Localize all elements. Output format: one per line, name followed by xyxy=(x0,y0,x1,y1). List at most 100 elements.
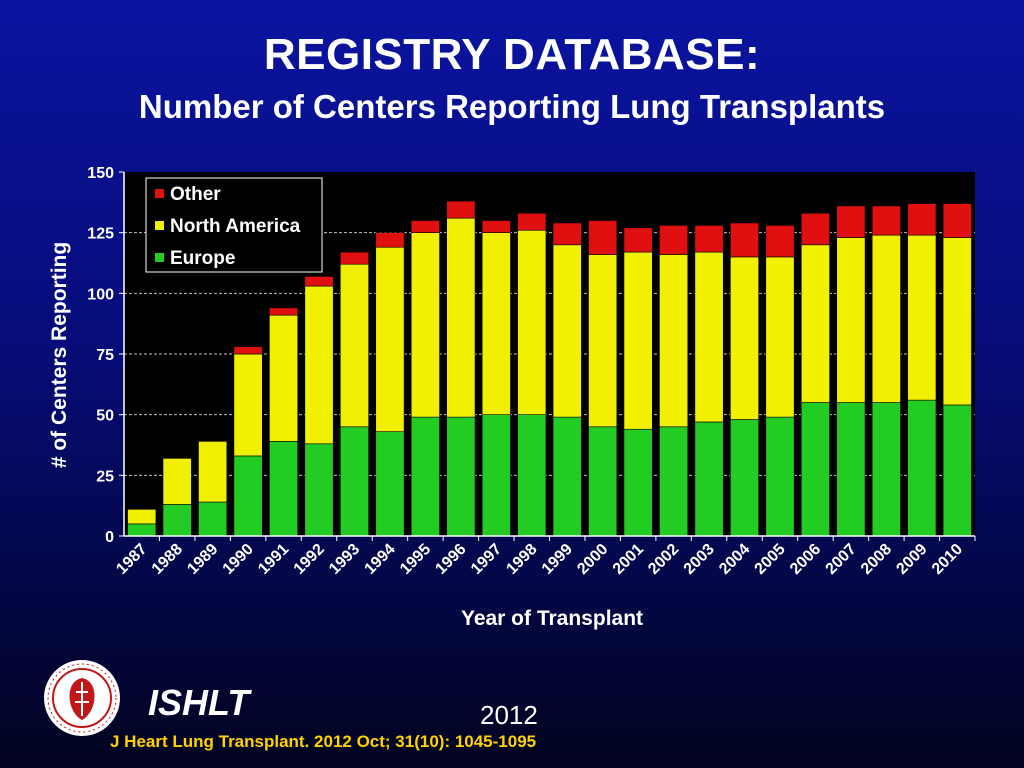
y-tick-label-75: 75 xyxy=(96,347,114,364)
y-tick-label-25: 25 xyxy=(96,468,114,485)
x-tick-label-2002: 2002 xyxy=(645,541,682,578)
bar-north-america-1999 xyxy=(552,244,582,418)
legend-box xyxy=(145,177,323,273)
x-tick-label-1992: 1992 xyxy=(291,541,328,578)
legend-label-europe: Europe xyxy=(170,248,235,269)
bar-other-2008 xyxy=(871,205,901,236)
y-tick-label-100: 100 xyxy=(87,286,114,303)
x-tick-label-2003: 2003 xyxy=(681,541,718,578)
bar-north-america-2008 xyxy=(871,234,901,403)
bar-other-1995 xyxy=(410,220,440,233)
bar-north-america-1995 xyxy=(410,232,440,418)
legend-swatch-other xyxy=(155,189,164,198)
bar-other-1996 xyxy=(446,200,476,219)
bar-europe-2003 xyxy=(694,421,724,537)
bar-other-2010 xyxy=(942,203,972,238)
bar-other-1992 xyxy=(304,276,334,287)
bar-europe-1999 xyxy=(552,416,582,537)
y-tick-label-125: 125 xyxy=(87,226,114,243)
bar-other-1993 xyxy=(339,251,369,265)
bar-other-1998 xyxy=(517,212,547,231)
ishlt-logo xyxy=(44,660,120,736)
y-tick-label-50: 50 xyxy=(96,408,114,425)
bar-other-1999 xyxy=(552,222,582,246)
bar-north-america-2009 xyxy=(907,234,937,401)
bar-north-america-1993 xyxy=(339,263,369,428)
citation: J Heart Lung Transplant. 2012 Oct; 31(10… xyxy=(110,732,537,751)
bar-north-america-2000 xyxy=(588,254,618,428)
bar-north-america-1988 xyxy=(162,458,192,505)
x-tick-label-1988: 1988 xyxy=(149,541,186,578)
legend-swatch-europe xyxy=(155,253,164,262)
bar-other-1997 xyxy=(481,220,511,233)
x-tick-label-2001: 2001 xyxy=(610,541,647,578)
bar-other-1990 xyxy=(233,346,263,355)
bar-europe-2008 xyxy=(871,402,901,537)
bar-europe-2002 xyxy=(659,426,689,537)
slide-subtitle: Number of Centers Reporting Lung Transpl… xyxy=(138,88,886,125)
bar-north-america-1990 xyxy=(233,353,263,457)
bar-europe-1989 xyxy=(198,501,228,537)
y-tick-label-0: 0 xyxy=(105,529,114,546)
bar-north-america-1998 xyxy=(517,229,547,415)
x-tick-label-1989: 1989 xyxy=(184,541,221,578)
x-tick-label-1990: 1990 xyxy=(220,541,257,578)
legend-label-north-america: North America xyxy=(170,216,301,237)
bar-europe-2005 xyxy=(765,416,795,537)
bar-europe-1992 xyxy=(304,443,334,537)
x-tick-label-1995: 1995 xyxy=(397,541,434,578)
x-tick-label-1993: 1993 xyxy=(326,541,363,578)
bar-europe-1994 xyxy=(375,431,405,537)
bar-north-america-1989 xyxy=(198,441,228,503)
y-tick-label-150: 150 xyxy=(87,165,114,182)
bar-europe-2010 xyxy=(942,404,972,537)
bar-other-2000 xyxy=(588,220,618,255)
bar-other-2003 xyxy=(694,225,724,253)
x-tick-label-2007: 2007 xyxy=(823,541,860,578)
bar-europe-1995 xyxy=(410,416,440,537)
bar-north-america-1994 xyxy=(375,246,405,432)
x-tick-label-1994: 1994 xyxy=(362,541,399,578)
bar-other-2004 xyxy=(730,222,760,258)
bar-europe-2004 xyxy=(730,419,760,537)
x-tick-label-2006: 2006 xyxy=(787,541,824,578)
bar-europe-2006 xyxy=(800,402,830,537)
legend: Other North America Europe xyxy=(145,177,323,273)
y-tick-labels: 0 25 50 75 100 125 150 xyxy=(87,165,114,546)
bar-other-2006 xyxy=(800,212,830,246)
x-tick-label-2004: 2004 xyxy=(716,541,753,578)
bar-europe-2000 xyxy=(588,426,618,537)
x-tick-label-1997: 1997 xyxy=(468,541,505,578)
bar-north-america-2007 xyxy=(836,237,866,403)
x-tick-label-1991: 1991 xyxy=(255,541,292,578)
slide-title: REGISTRY DATABASE: xyxy=(263,30,761,79)
axes xyxy=(119,171,976,541)
stacked-bar-chart: 0 25 50 75 100 125 150 19871988198919901991199… xyxy=(87,165,976,578)
bar-other-2007 xyxy=(836,205,866,238)
bars xyxy=(127,200,972,537)
bar-other-2002 xyxy=(659,225,689,255)
bar-north-america-2005 xyxy=(765,256,795,418)
x-tick-label-1998: 1998 xyxy=(503,541,540,578)
x-tick-label-2008: 2008 xyxy=(858,541,895,578)
bar-other-1991 xyxy=(269,307,299,316)
x-tick-label-1996: 1996 xyxy=(432,541,469,578)
bar-north-america-1996 xyxy=(446,217,476,418)
bar-other-2009 xyxy=(907,203,937,236)
legend-swatch-north-america xyxy=(155,221,164,230)
bar-north-america-2006 xyxy=(800,244,830,403)
legend-label-other: Other xyxy=(170,184,221,205)
bar-north-america-1992 xyxy=(304,285,334,445)
bar-north-america-2001 xyxy=(623,251,653,430)
x-tick-label-1999: 1999 xyxy=(539,541,576,578)
bar-europe-1998 xyxy=(517,414,547,537)
bar-north-america-2010 xyxy=(942,237,972,406)
bar-other-2001 xyxy=(623,227,653,253)
bar-other-1994 xyxy=(375,232,405,248)
bar-north-america-2002 xyxy=(659,254,689,428)
bar-other-2005 xyxy=(765,225,795,258)
bar-europe-1990 xyxy=(233,455,263,537)
bar-europe-1988 xyxy=(162,504,192,537)
x-tick-labels: 1987198819891990199119921993199419951996… xyxy=(113,541,966,578)
footer-year: 2012 xyxy=(480,700,538,730)
